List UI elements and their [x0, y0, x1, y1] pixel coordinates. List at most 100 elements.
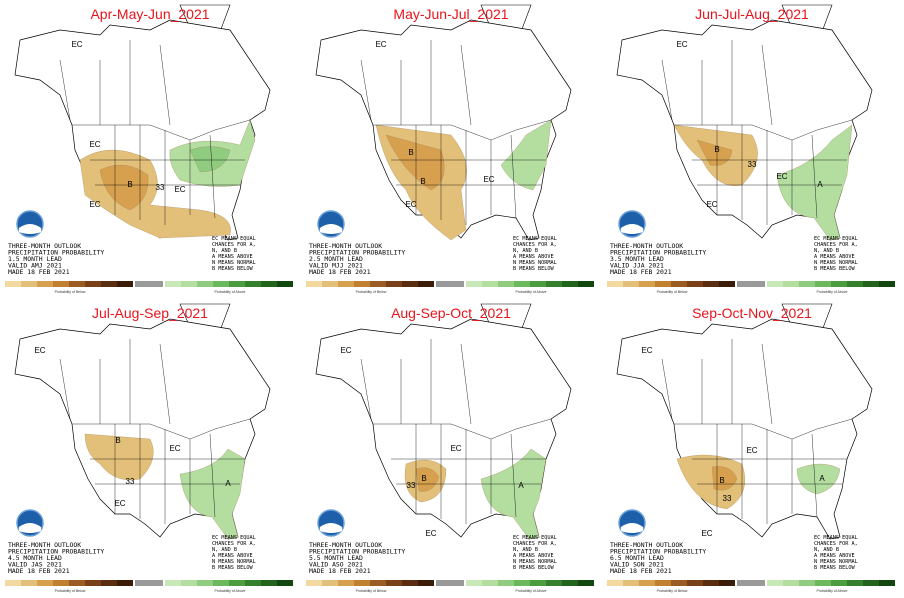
color-swatch: [514, 281, 530, 287]
color-swatch: [703, 580, 719, 586]
panel-title: Apr-May-Jun_2021: [90, 6, 209, 22]
color-swatch: [229, 580, 245, 586]
panel-title: Jul-Aug-Sep_2021: [92, 305, 208, 321]
color-swatch: [370, 580, 386, 586]
key-text: N MEANS NORMAL: [212, 260, 256, 266]
outlook-text: 6.5 MONTH LEAD: [610, 554, 664, 562]
map-label: EC: [89, 200, 100, 209]
color-swatch: [719, 580, 735, 586]
color-swatch: [607, 580, 623, 586]
color-swatch: [197, 281, 213, 287]
color-swatch: [5, 281, 21, 287]
outlook-text: MADE 18 FEB 2021: [8, 268, 70, 276]
color-swatch: [703, 281, 719, 287]
color-swatch: [117, 281, 133, 287]
key-text: N, AND B: [814, 248, 839, 254]
color-swatch: [737, 580, 765, 586]
color-swatch: [863, 580, 879, 586]
color-swatch: [436, 281, 464, 287]
color-swatch: [498, 580, 514, 586]
map-label: EC: [425, 529, 436, 538]
key-text: N MEANS NORMAL: [814, 559, 858, 565]
borders: [661, 40, 853, 225]
color-swatch: [277, 281, 293, 287]
key-text: N MEANS NORMAL: [814, 260, 858, 266]
outlook-text: THREE-MONTH OUTLOOK: [610, 541, 683, 549]
color-swatch: [101, 281, 117, 287]
borders: [59, 40, 251, 225]
color-swatch: [197, 580, 213, 586]
key-text: EC MEANS EQUAL: [814, 535, 858, 541]
outlook-text: VALID MJJ 2021: [309, 262, 363, 270]
borders: [59, 339, 251, 524]
color-swatch: [655, 580, 671, 586]
key-text: B MEANS BELOW: [212, 565, 253, 571]
color-swatch: [655, 281, 671, 287]
outlook-text: MADE 18 FEB 2021: [309, 567, 371, 575]
color-swatch: [737, 281, 765, 287]
key-text: EC MEANS EQUAL: [513, 236, 557, 242]
noaa-logo-wave: [320, 224, 342, 234]
color-swatch: [181, 281, 197, 287]
map-label: B: [127, 180, 132, 189]
scale-caption: Probability of Above: [516, 290, 547, 294]
color-swatch: [863, 281, 879, 287]
panel-title: May-Jun-Jul_2021: [393, 6, 508, 22]
color-swatch: [306, 580, 322, 586]
map-label: B: [714, 145, 719, 154]
color-swatch: [671, 580, 687, 586]
outlook-text: PRECIPITATION PROBABILITY: [610, 548, 706, 556]
outlook-text: MADE 18 FEB 2021: [309, 268, 371, 276]
map-label: A: [225, 479, 231, 488]
key-text: A MEANS ABOVE: [814, 254, 855, 260]
color-swatch: [386, 580, 402, 586]
color-swatch: [165, 281, 181, 287]
color-swatch: [402, 281, 418, 287]
color-swatch: [277, 580, 293, 586]
scale-caption: Probability of Below: [356, 290, 387, 294]
probability-area: [179, 448, 246, 540]
color-swatch: [639, 580, 655, 586]
color-swatch: [831, 281, 847, 287]
key-text: A MEANS ABOVE: [513, 553, 554, 559]
scale-caption: Probability of Above: [817, 589, 848, 593]
color-swatch: [546, 580, 562, 586]
color-swatch: [37, 580, 53, 586]
color-swatch: [354, 580, 370, 586]
noaa-logo-wave: [19, 523, 41, 533]
map-label: B: [421, 474, 426, 483]
color-swatch: [671, 281, 687, 287]
probability-area: [415, 467, 440, 492]
color-swatch: [418, 580, 434, 586]
outlook-text: MADE 18 FEB 2021: [610, 268, 672, 276]
outlook-text: 2.5 MONTH LEAD: [309, 255, 363, 263]
scale-caption: Probability of Below: [356, 589, 387, 593]
outlook-text: THREE-MONTH OUTLOOK: [8, 242, 81, 250]
map-label: EC: [676, 40, 687, 49]
scale-caption: Probability of Above: [215, 290, 246, 294]
key-text: A MEANS ABOVE: [212, 254, 253, 260]
map-label: EC: [776, 172, 787, 181]
color-swatch: [245, 580, 261, 586]
key-text: B MEANS BELOW: [513, 266, 554, 272]
color-swatch: [21, 580, 37, 586]
map-label: EC: [71, 40, 82, 49]
map-label: EC: [89, 140, 100, 149]
outlook-text: PRECIPITATION PROBABILITY: [8, 249, 104, 257]
outlook-text: MADE 18 FEB 2021: [610, 567, 672, 575]
outlook-panel: Aug-Sep-Oct_2021 EC B 33 EC EC A THREE-MONTH OU…: [306, 303, 594, 593]
outlook-text: THREE-MONTH OUTLOOK: [309, 541, 382, 549]
color-swatch: [562, 580, 578, 586]
color-swatch: [799, 281, 815, 287]
color-swatch: [53, 281, 69, 287]
map-label: EC: [450, 444, 461, 453]
color-swatch: [799, 580, 815, 586]
outlook-panel: Jul-Aug-Sep_2021 EC B 33 EC EC A THREE-MONTH OU…: [5, 303, 293, 593]
probability-area: [711, 466, 738, 491]
outlook-text: PRECIPITATION PROBABILITY: [309, 249, 405, 257]
key-text: N, AND B: [212, 547, 237, 553]
color-swatch: [101, 580, 117, 586]
map-label: 33: [748, 160, 757, 169]
color-swatch: [879, 281, 895, 287]
